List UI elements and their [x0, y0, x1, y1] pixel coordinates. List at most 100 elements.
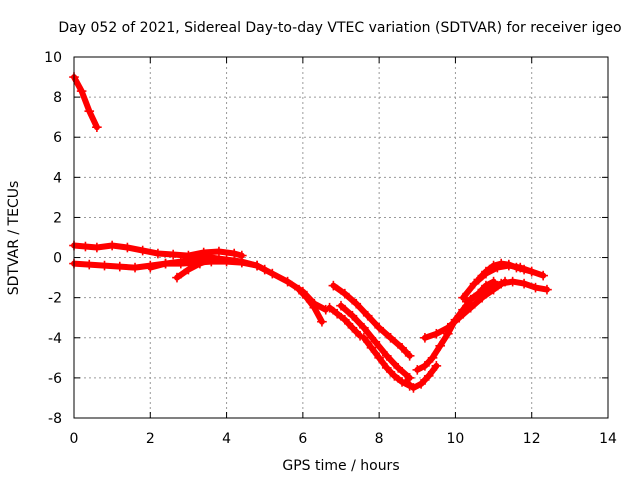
- data-point: [458, 292, 468, 303]
- data-point: [381, 363, 392, 373]
- data-point: [473, 288, 484, 299]
- series-points: [294, 284, 327, 327]
- data-point: [465, 302, 476, 313]
- data-point: [370, 336, 381, 347]
- data-point: [404, 373, 415, 383]
- y-tick-label: -4: [48, 331, 62, 347]
- data-point: [176, 256, 186, 267]
- data-point: [484, 282, 495, 293]
- y-tick-label: 0: [53, 251, 62, 267]
- data-point: [393, 363, 404, 373]
- data-point: [374, 353, 384, 363]
- data-point: [362, 310, 373, 321]
- data-point: [420, 332, 430, 343]
- data-point: [366, 343, 377, 353]
- data-point: [168, 249, 178, 260]
- x-axis-tick-labels: 0 2 4 6 8 10 12 14: [70, 431, 617, 447]
- data-point: [92, 242, 102, 253]
- data-point: [340, 314, 350, 325]
- series-line: [330, 282, 413, 359]
- data-point: [317, 316, 327, 327]
- data-point: [282, 276, 293, 287]
- data-point: [92, 122, 102, 132]
- series-points: [328, 280, 415, 361]
- series-line: [421, 278, 508, 341]
- series-track-11: [401, 361, 442, 393]
- grid-lines: [74, 57, 608, 418]
- data-point: [84, 106, 95, 116]
- data-point: [137, 245, 148, 256]
- data-point: [301, 292, 312, 303]
- data-point: [221, 254, 232, 265]
- data-point: [80, 241, 91, 252]
- data-point: [76, 86, 87, 96]
- series-points: [324, 302, 365, 341]
- series-line: [296, 286, 325, 325]
- y-tick-label: -8: [48, 411, 62, 427]
- data-point: [336, 300, 346, 311]
- data-point: [442, 322, 453, 333]
- data-point: [347, 322, 358, 333]
- data-point: [431, 328, 442, 339]
- series-track-7: [328, 280, 415, 361]
- data-point: [122, 242, 133, 253]
- series-points: [145, 252, 331, 315]
- data-point: [530, 282, 541, 293]
- series-line: [71, 74, 100, 131]
- y-tick-label: 4: [53, 170, 62, 186]
- data-point: [359, 322, 369, 333]
- data-point: [385, 332, 396, 343]
- y-axis-label: SDTVAR / TECUs: [6, 181, 22, 296]
- data-point: [389, 371, 400, 381]
- x-tick-label: 0: [70, 431, 79, 447]
- series-track-6: [294, 284, 327, 327]
- data-point: [160, 258, 171, 269]
- y-tick-label: 8: [53, 90, 62, 106]
- series-track-5: [172, 254, 217, 283]
- data-point: [351, 298, 362, 309]
- series-track-8: [324, 302, 365, 341]
- x-tick-label: 12: [523, 431, 541, 447]
- data-point: [496, 278, 507, 289]
- series-line: [174, 256, 215, 281]
- x-tick-label: 4: [222, 431, 231, 447]
- data-point: [431, 361, 442, 371]
- data-point: [309, 302, 320, 313]
- data-point: [114, 261, 125, 272]
- series-points: [336, 300, 415, 383]
- data-point: [507, 276, 518, 287]
- series-points: [473, 258, 537, 285]
- data-point: [267, 268, 278, 279]
- axis-ticks: [73, 56, 609, 419]
- x-tick-label: 6: [298, 431, 307, 447]
- x-tick-label: 14: [599, 431, 617, 447]
- data-point: [435, 340, 445, 351]
- y-tick-label: -6: [48, 371, 62, 387]
- data-point: [519, 264, 529, 275]
- data-point: [381, 351, 392, 361]
- series-track-16: [473, 258, 537, 285]
- data-point: [99, 260, 110, 271]
- data-point: [229, 248, 239, 259]
- data-point: [84, 259, 95, 270]
- data-point: [454, 312, 465, 323]
- data-point: [488, 260, 499, 271]
- data-point: [401, 377, 411, 387]
- data-point: [504, 259, 514, 270]
- data-point: [416, 379, 426, 389]
- data-point: [519, 278, 529, 289]
- data-series: [69, 72, 552, 393]
- data-point: [397, 343, 407, 353]
- data-point: [526, 266, 537, 277]
- data-point: [153, 248, 163, 259]
- data-point: [473, 274, 484, 285]
- data-point: [538, 270, 548, 281]
- data-point: [237, 256, 247, 267]
- series-track-13: [420, 276, 510, 343]
- data-point: [359, 332, 369, 343]
- data-point: [408, 383, 419, 393]
- data-point: [423, 371, 434, 381]
- data-point: [374, 322, 384, 333]
